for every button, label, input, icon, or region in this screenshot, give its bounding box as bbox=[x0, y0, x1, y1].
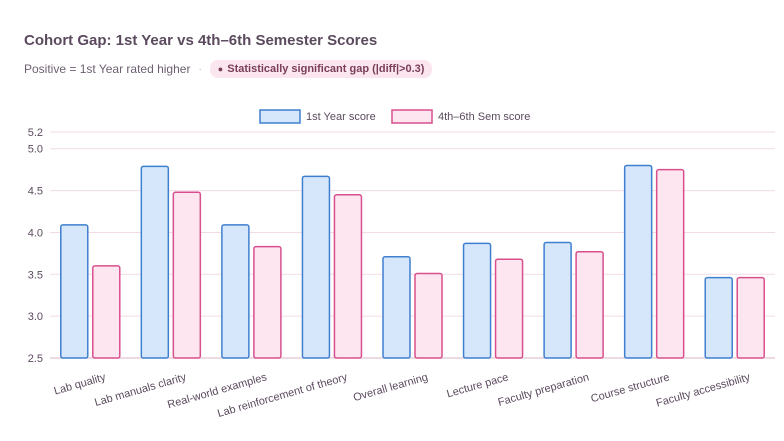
legend-1st-year-swatch bbox=[259, 109, 301, 124]
bar-1st-year bbox=[60, 224, 89, 359]
bar-1st-year bbox=[140, 165, 170, 359]
legend-4th-6th-sem-swatch bbox=[391, 109, 433, 124]
y-tick-label: 3.0 bbox=[28, 311, 43, 323]
legend-1st-year-label: 1st Year score bbox=[306, 111, 376, 123]
bar-1st-year bbox=[623, 164, 653, 359]
x-category-label: Overall learning bbox=[352, 371, 429, 404]
chart-title: Cohort Gap: 1st Year vs 4th–6th Semester… bbox=[24, 32, 378, 49]
chart-subtitle: Positive = 1st Year rated higher bbox=[24, 62, 191, 76]
bar-4th-6th-sem bbox=[172, 191, 202, 359]
bar-1st-year bbox=[301, 175, 331, 359]
bar-4th-6th-sem bbox=[655, 168, 685, 359]
y-tick-label: 2.5 bbox=[28, 353, 43, 365]
bar-4th-6th-sem bbox=[494, 258, 524, 359]
y-tick-label: 3.5 bbox=[28, 269, 43, 281]
badge-dot-icon: ● bbox=[217, 64, 224, 74]
x-category-label: Lab reinforcement of theory bbox=[216, 371, 349, 420]
bar-4th-6th-sem bbox=[414, 272, 443, 359]
y-tick-label: 4.0 bbox=[28, 227, 43, 239]
bar-1st-year bbox=[543, 241, 572, 359]
bar-1st-year bbox=[382, 255, 411, 359]
y-tick-label: 4.5 bbox=[28, 186, 43, 198]
x-category-label: Faculty preparation bbox=[497, 371, 591, 408]
bar-4th-6th-sem bbox=[92, 265, 121, 359]
x-category-label: Lab quality bbox=[53, 371, 108, 397]
y-tick-label: 5.2 bbox=[28, 127, 43, 139]
bar-4th-6th-sem bbox=[575, 250, 604, 359]
significance-badge: ● Statistically significant gap (|diff|>… bbox=[209, 60, 433, 78]
bar-1st-year bbox=[462, 242, 492, 359]
bar-1st-year bbox=[704, 276, 733, 359]
bar-4th-6th-sem bbox=[736, 276, 765, 359]
subtitle-separator: · bbox=[198, 63, 202, 75]
subtitle-row: Positive = 1st Year rated higher · ● Sta… bbox=[24, 60, 433, 78]
bar-4th-6th-sem bbox=[253, 245, 282, 359]
bar-1st-year bbox=[221, 224, 250, 359]
bar-4th-6th-sem bbox=[333, 194, 363, 359]
y-tick-label: 5.0 bbox=[28, 144, 43, 156]
badge-text: Statistically significant gap (|diff|>0.… bbox=[227, 63, 425, 75]
x-category-label: Faculty accessibility bbox=[655, 371, 752, 409]
legend-4th-6th-sem-label: 4th–6th Sem score bbox=[438, 111, 530, 123]
